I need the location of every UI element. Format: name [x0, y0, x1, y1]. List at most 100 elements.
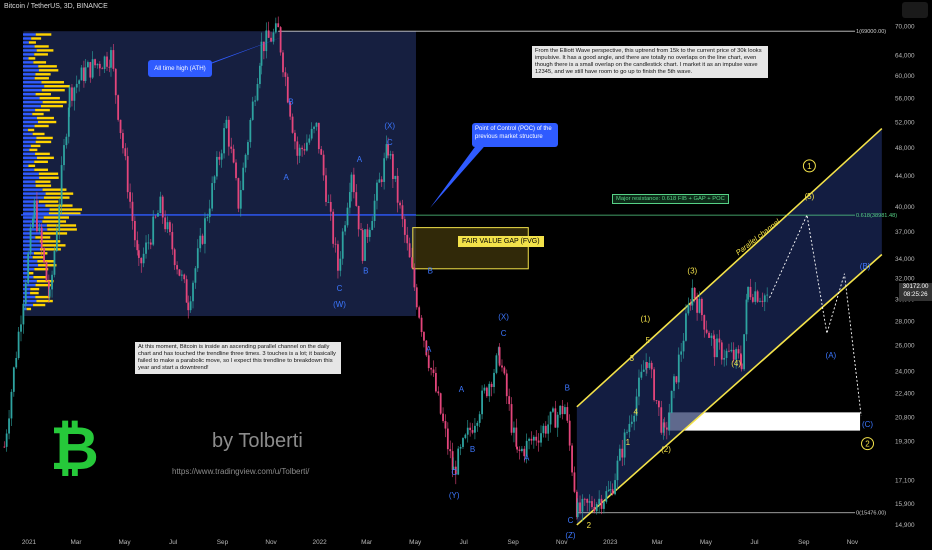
x-tick-label: Jul [169, 539, 177, 546]
candle [227, 119, 230, 147]
candle [171, 231, 174, 250]
volume-bar [23, 216, 44, 219]
candle [518, 449, 521, 452]
candle [225, 119, 228, 129]
volume-bar [26, 307, 32, 311]
volume-bar [34, 77, 49, 80]
candle [418, 307, 421, 318]
volume-bar [23, 85, 45, 88]
volume-bar [42, 232, 68, 235]
candle [660, 407, 663, 433]
wave-label: 2 [865, 440, 870, 449]
candle [164, 217, 167, 230]
volume-bar [23, 228, 48, 231]
candle [728, 350, 730, 352]
volume-bar [30, 144, 41, 148]
wave-label: 1 [626, 438, 631, 447]
wave-label: C [568, 516, 574, 525]
candle [648, 362, 651, 368]
volume-bar [34, 45, 49, 48]
candle [346, 207, 349, 226]
candle [60, 165, 63, 206]
candle [673, 376, 675, 391]
candle [110, 50, 112, 68]
wave-label: B [428, 267, 433, 276]
y-tick-label: 56,000 [895, 95, 915, 102]
volume-bar [39, 240, 61, 243]
candle [650, 362, 653, 370]
candle [635, 396, 638, 416]
candle [700, 298, 703, 316]
candle [618, 448, 621, 461]
candle [591, 501, 593, 508]
candle [36, 200, 38, 232]
candle [655, 400, 658, 401]
candle [317, 122, 320, 150]
candle [65, 136, 68, 146]
candle [8, 418, 10, 434]
candle [114, 68, 117, 96]
candle [71, 87, 73, 101]
candle [579, 502, 581, 512]
volume-bar [23, 37, 32, 40]
candle [315, 122, 318, 127]
candle [126, 156, 129, 193]
channel-note: At this moment, Bitcoin is inside an asc… [135, 342, 341, 374]
candle [693, 287, 696, 299]
candle [38, 227, 41, 232]
candle [133, 220, 136, 241]
wave-label: (X) [498, 312, 509, 321]
candle [17, 331, 20, 359]
candle [78, 80, 81, 84]
y-tick-label: 14,900 [895, 522, 915, 529]
candle [385, 144, 388, 159]
candle [20, 324, 22, 332]
candle [242, 167, 245, 191]
candle [199, 235, 202, 249]
channel-fill [576, 128, 882, 525]
candle [256, 84, 259, 101]
candle [277, 23, 280, 28]
volume-bar [23, 148, 30, 152]
volume-bar [38, 172, 59, 175]
y-tick-label: 40,000 [895, 204, 915, 211]
candle [735, 349, 738, 360]
candle [284, 72, 287, 77]
candle [554, 408, 557, 428]
y-tick-label: 22,400 [895, 391, 915, 398]
candle [282, 52, 284, 73]
candle [272, 32, 275, 42]
wave-labels: B A (X) C A B C (W) B A A B C (Y) (X) C A B C (Z) 1 2 3 4 5 (1) (2… [284, 97, 875, 540]
candle [12, 367, 15, 392]
candle [387, 144, 390, 156]
volume-bar [23, 303, 34, 307]
candle [58, 205, 61, 232]
volume-bar [34, 168, 48, 171]
candle [337, 244, 339, 271]
candle [101, 68, 104, 70]
candle [439, 393, 442, 414]
candle [247, 142, 249, 155]
volume-bar [30, 291, 39, 295]
candle [743, 334, 745, 370]
candle [223, 128, 225, 154]
candle [360, 229, 362, 231]
levels: 1(69000.00) 0.618(38981.48) 0(15476.00) [21, 29, 897, 526]
volume-bar [23, 69, 39, 72]
x-tick-label: May [118, 539, 131, 546]
candle [361, 230, 364, 261]
candle [91, 59, 94, 78]
volume-bar [40, 248, 61, 251]
x-tick-label: 2023 [603, 539, 618, 546]
candle [595, 504, 598, 512]
candle [185, 279, 188, 303]
volume-bar [34, 160, 48, 164]
chart-settings-button[interactable] [902, 2, 928, 18]
volume-bar [41, 81, 65, 84]
volume-bar [43, 216, 69, 219]
volume-bar [23, 65, 39, 68]
candle [568, 420, 571, 446]
candle [289, 102, 292, 117]
volume-bar [23, 116, 37, 120]
